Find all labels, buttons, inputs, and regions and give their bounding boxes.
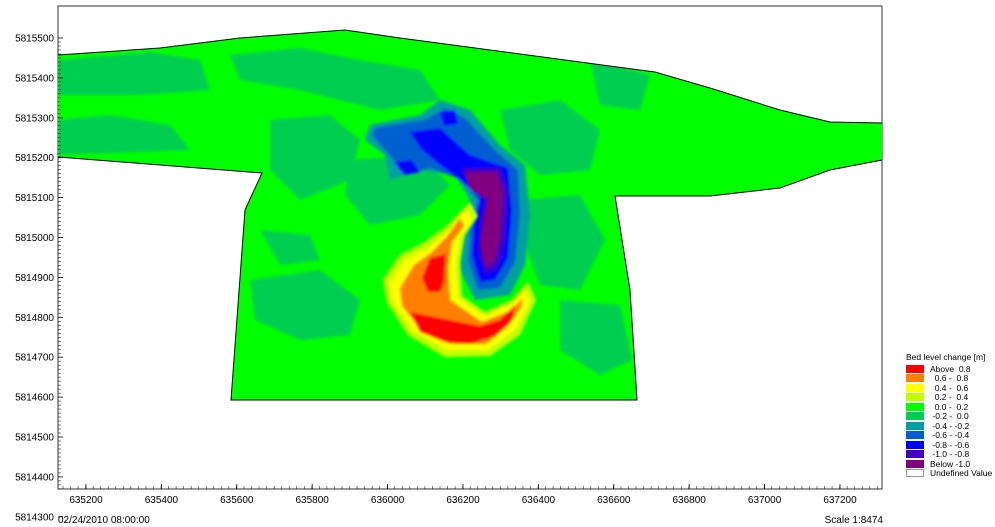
y-tick-label: 5814600 [15,393,54,404]
x-tick-label: 636200 [446,495,480,506]
legend-swatch [906,374,924,383]
legend-label: 0.4 - 0.6 [930,383,969,393]
legend-label: -0.4 - -0.2 [930,421,970,431]
x-tick-label: 636600 [597,495,631,506]
legend-item: -0.2 - 0.0 [906,411,995,422]
x-tick-label: 636000 [371,495,405,506]
legend-swatch [906,393,924,402]
legend-item: -1.0 - -0.8 [906,449,995,460]
legend-item: 0.2 - 0.4 [906,392,995,403]
y-tick-label: 5815200 [15,153,54,164]
legend-item: Above 0.8 [906,364,995,374]
legend-item: Undefined Value [906,468,995,479]
legend-title: Bed level change [m] [906,352,986,362]
y-tick-label: 5814900 [15,273,54,284]
legend-label: 0.0 - 0.2 [930,402,969,412]
legend-item: -0.8 - -0.6 [906,440,995,450]
y-tick-label: 5814500 [15,433,54,444]
legend-swatch [906,459,924,468]
legend-label: -1.0 - -0.8 [930,449,970,460]
domain-boundary [57,29,883,401]
y-tick-label: 5815500 [15,34,54,45]
x-tick-label: 637000 [748,495,782,506]
legend-items: Above 0.8 0.6 - 0.8 0.4 - 0.6 0.2 - 0.4 … [906,364,995,478]
y-tick-label: 5815300 [15,113,54,124]
x-tick-label: 635400 [145,495,179,506]
y-tick-label: 5814700 [15,353,54,364]
deposition-hook [383,202,536,357]
x-tick-label: 635600 [220,495,254,506]
legend-swatch [906,469,924,478]
x-tick-label: 636400 [522,495,556,506]
legend-item: -0.6 - -0.4 [906,430,995,441]
y-tick-label: 5814400 [15,472,54,483]
x-tick-label: 635200 [69,495,103,506]
legend-swatch [906,450,924,459]
y-tick-label: 5815000 [15,233,54,244]
timestamp: 02/24/2010 08:00:00 [58,515,150,526]
legend-swatch [906,383,924,392]
erosion-hole [365,100,530,300]
legend-label: -0.6 - -0.4 [930,430,970,441]
x-axis: 635200 635400 635600 635800 636000 636200 6364… [62,484,878,506]
legend-swatch [906,402,924,411]
legend-label: Undefined Value [930,468,993,479]
x-tick-label: 637200 [823,495,857,506]
legend-label: Below -1.0 [930,459,971,469]
legend-label: 0.6 - 0.8 [930,373,969,384]
legend-item: 0.6 - 0.8 [906,373,995,384]
legend-item: -0.4 - -0.2 [906,421,995,431]
y-tick-label: 5814300 [15,512,54,523]
legend-swatch [906,440,924,449]
legend-label: -0.2 - 0.0 [930,411,969,422]
y-axis: 5815500 5815400 5815300 5815200 5815100 58150… [15,34,63,523]
legend-item: Below -1.0 [906,459,995,469]
legend-label: -0.8 - -0.6 [930,440,970,450]
scale-label: Scale 1:8474 [824,515,883,526]
legend-label: 0.2 - 0.4 [930,392,969,403]
x-tick-label: 635800 [296,495,330,506]
legend-swatch [906,431,924,440]
legend-item: 0.0 - 0.2 [906,402,995,412]
legend-label: Above 0.8 [930,364,971,374]
legend-swatch [906,421,924,430]
y-tick-label: 5815400 [15,73,54,84]
y-tick-label: 5815100 [15,193,54,204]
legend: Bed level change [m] Above 0.8 0.6 - 0.8… [906,352,995,478]
legend-item: 0.4 - 0.6 [906,383,995,393]
y-tick-label: 5814800 [15,313,54,324]
legend-swatch [906,412,924,421]
slight-erosion-zones [58,48,650,375]
legend-swatch [906,364,924,373]
x-tick-label: 636800 [673,495,707,506]
